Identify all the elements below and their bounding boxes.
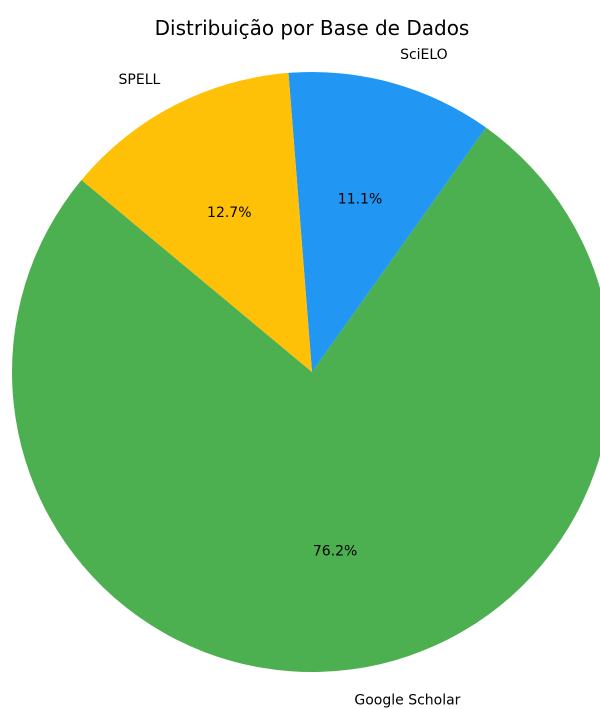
slice-label-google-scholar: Google Scholar (354, 692, 460, 708)
slice-label-scielo: SciELO (400, 47, 448, 63)
pct-label-spell: 12.7% (207, 205, 251, 221)
pie-slice-spell (81, 72, 312, 372)
pct-label-scielo: 11.1% (338, 192, 382, 208)
pie-slices (12, 72, 600, 672)
pie-slice-scielo (288, 72, 487, 372)
pie-slice-google-scholar (12, 127, 600, 672)
pct-label-google-scholar: 76.2% (313, 544, 357, 560)
slice-label-spell: SPELL (119, 72, 161, 88)
chart-title: Distribuição por Base de Dados (155, 16, 470, 40)
pie-labels: 11.1% SciELO 76.2% Google Scholar 12.7% SPELL (119, 47, 461, 708)
